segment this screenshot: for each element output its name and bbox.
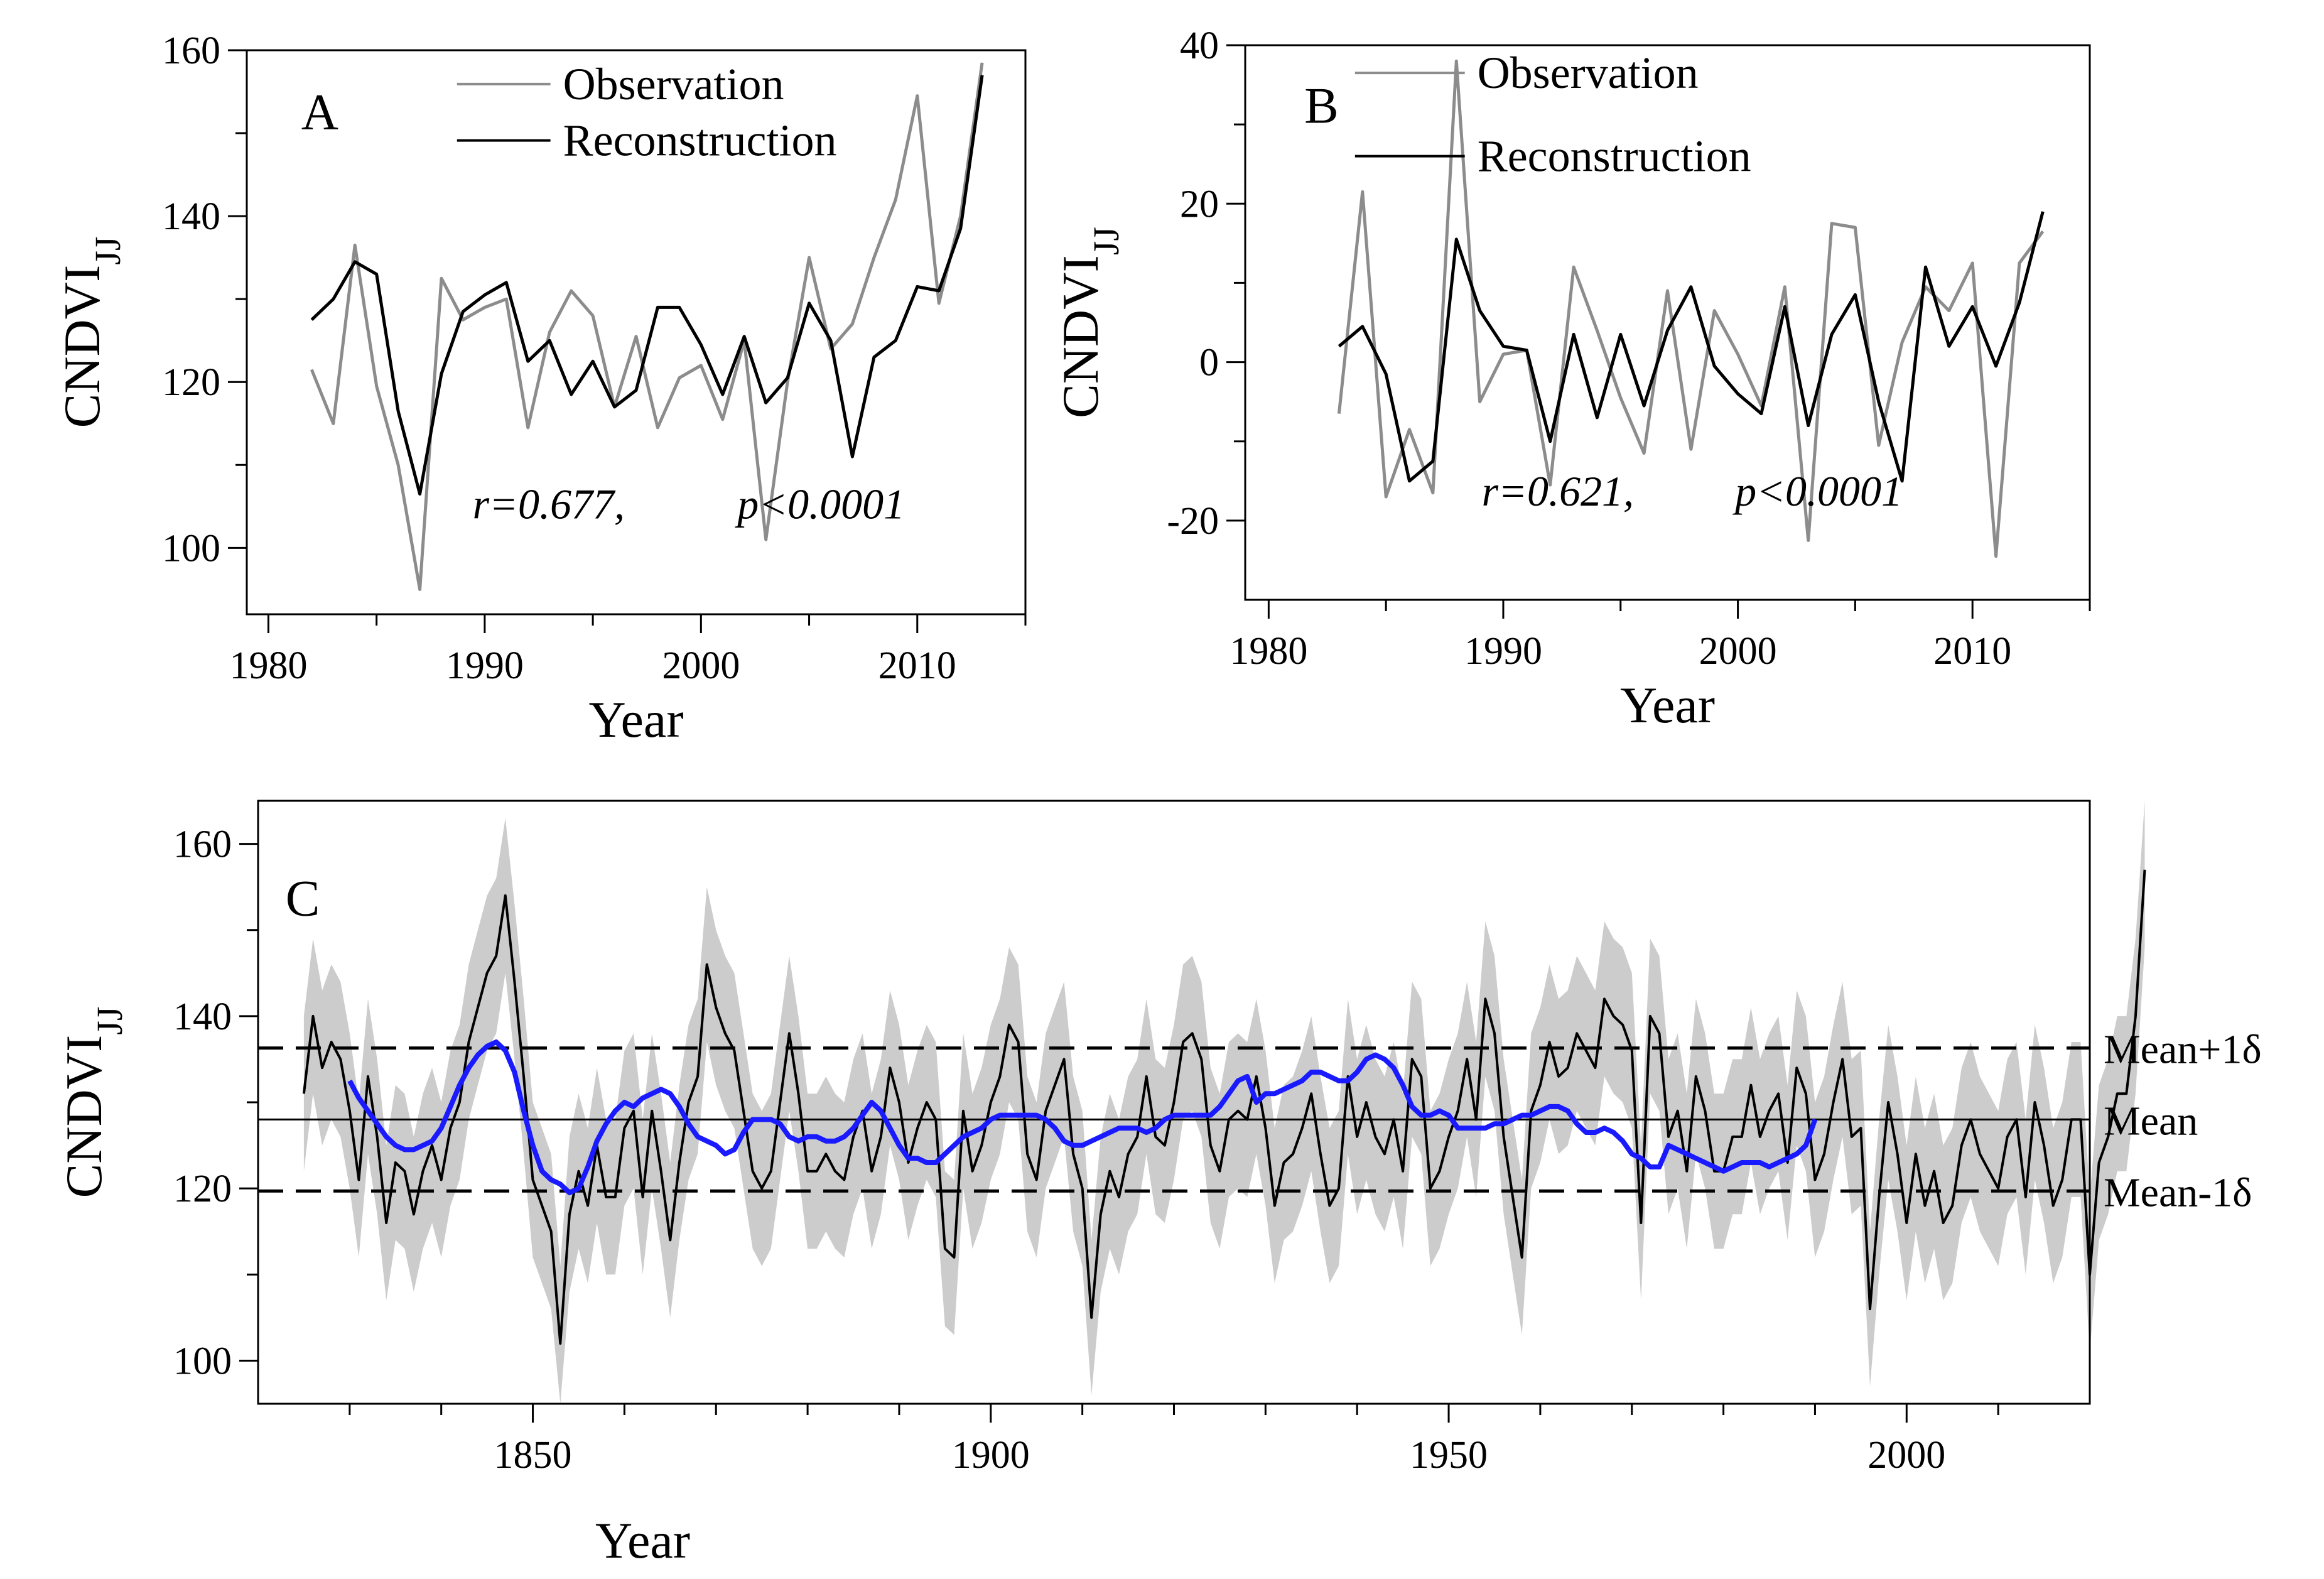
reconstruction-line xyxy=(302,869,2146,1345)
panel-a-y-tick-label: 100 xyxy=(162,527,220,570)
panel-b-x-tick-label: 2010 xyxy=(1933,630,2011,673)
panel-c-y-axis-title-main: CNDVI xyxy=(55,1035,112,1198)
panel-a-x-tick-label: 1980 xyxy=(229,644,307,687)
panel-a-x-tick-label: 1990 xyxy=(446,644,524,687)
panel-c-x-tick-label: 1900 xyxy=(952,1434,1030,1477)
panel-c-x-tick-label: 2000 xyxy=(1867,1434,1945,1477)
legend-observation-label: Observation xyxy=(563,59,784,109)
panel-a-label: A xyxy=(301,84,338,141)
panel-b-frame xyxy=(1244,44,2091,601)
panel-c-y-axis-title: CNDVIJJ xyxy=(55,1007,130,1198)
panel-b-y-axis-title: CNDVIJJ xyxy=(1052,227,1127,418)
panel-a-p-value: p<0.0001 xyxy=(735,480,905,528)
panel-c-y-tick-label: 120 xyxy=(173,1168,232,1210)
panel-a-x-axis-title: Year xyxy=(588,691,683,748)
panel-b-x-tick-label: 2000 xyxy=(1699,630,1777,673)
panel-b-y-tick-label: 0 xyxy=(1199,342,1219,384)
panel-a-y-axis-title: CNDVIJJ xyxy=(53,237,128,428)
panel-a-frame xyxy=(246,49,1027,616)
panel-c-chart: 1850 1900 1950 2000 100 120 140 160 C Mean+1δ M… xyxy=(55,800,2262,1569)
panel-b-p-value: p<0.0001 xyxy=(1732,467,1903,515)
reconstruction-line xyxy=(1338,211,2045,483)
panel-b-y-axis-title-main: CNDVI xyxy=(1052,255,1109,418)
panel-c-y-tick-label: 160 xyxy=(173,823,232,866)
panel-c-y-tick-label: 140 xyxy=(173,996,232,1038)
ref-label-mean-minus-1sd: Mean-1δ xyxy=(2104,1169,2252,1215)
observation-line xyxy=(310,62,984,591)
panel-b-chart: 1980 1990 2000 2010 -20 0 20 40 B Observation R… xyxy=(1052,24,2091,734)
panel-c-label: C xyxy=(286,869,320,926)
panel-a-x-tick-label: 2010 xyxy=(878,644,956,687)
panel-a-y-axis-title-main: CNDVI xyxy=(53,265,111,428)
panel-b-y-tick-label: 40 xyxy=(1180,24,1219,67)
panel-a-y-tick-label: 160 xyxy=(162,30,220,72)
smoothed-line xyxy=(347,1039,1818,1195)
panel-c-x-axis-title: Year xyxy=(595,1512,690,1569)
legend-reconstruction-label: Reconstruction xyxy=(1478,131,1751,182)
panel-c-x-tick-label: 1850 xyxy=(494,1434,572,1477)
panel-b-correlation: r=0.621, xyxy=(1482,467,1634,515)
panel-a-y-axis-title-sub: JJ xyxy=(87,237,128,265)
panel-b-y-tick-label: -20 xyxy=(1167,500,1219,543)
ref-label-mean: Mean xyxy=(2104,1098,2198,1144)
panel-b-x-axis-title: Year xyxy=(1620,676,1715,734)
panel-b-x-tick-label: 1980 xyxy=(1230,630,1307,673)
panel-a-chart: 1980 1990 2000 2010 100 120 140 160 A Observati… xyxy=(53,30,1027,748)
panel-b-y-axis-title-sub: JJ xyxy=(1086,227,1127,255)
ref-label-mean-plus-1sd: Mean+1δ xyxy=(2104,1027,2262,1073)
reconstruction-line xyxy=(310,75,984,496)
panel-a-x-tick-label: 2000 xyxy=(662,644,740,687)
panel-c-y-axis-title-sub: JJ xyxy=(89,1007,130,1035)
panel-c-x-tick-label: 1950 xyxy=(1410,1434,1488,1477)
panel-a-y-tick-label: 120 xyxy=(162,361,220,404)
panel-b-x-tick-label: 1990 xyxy=(1464,630,1542,673)
legend-reconstruction-label: Reconstruction xyxy=(563,116,837,166)
panel-a-y-tick-label: 140 xyxy=(162,195,220,238)
observation-line xyxy=(1337,59,2045,558)
panel-a-correlation: r=0.677, xyxy=(473,480,625,528)
panel-b-y-tick-label: 20 xyxy=(1180,183,1219,225)
legend-observation-label: Observation xyxy=(1478,48,1699,98)
panel-c-y-tick-label: 100 xyxy=(173,1340,232,1382)
panel-b-label: B xyxy=(1304,77,1339,134)
